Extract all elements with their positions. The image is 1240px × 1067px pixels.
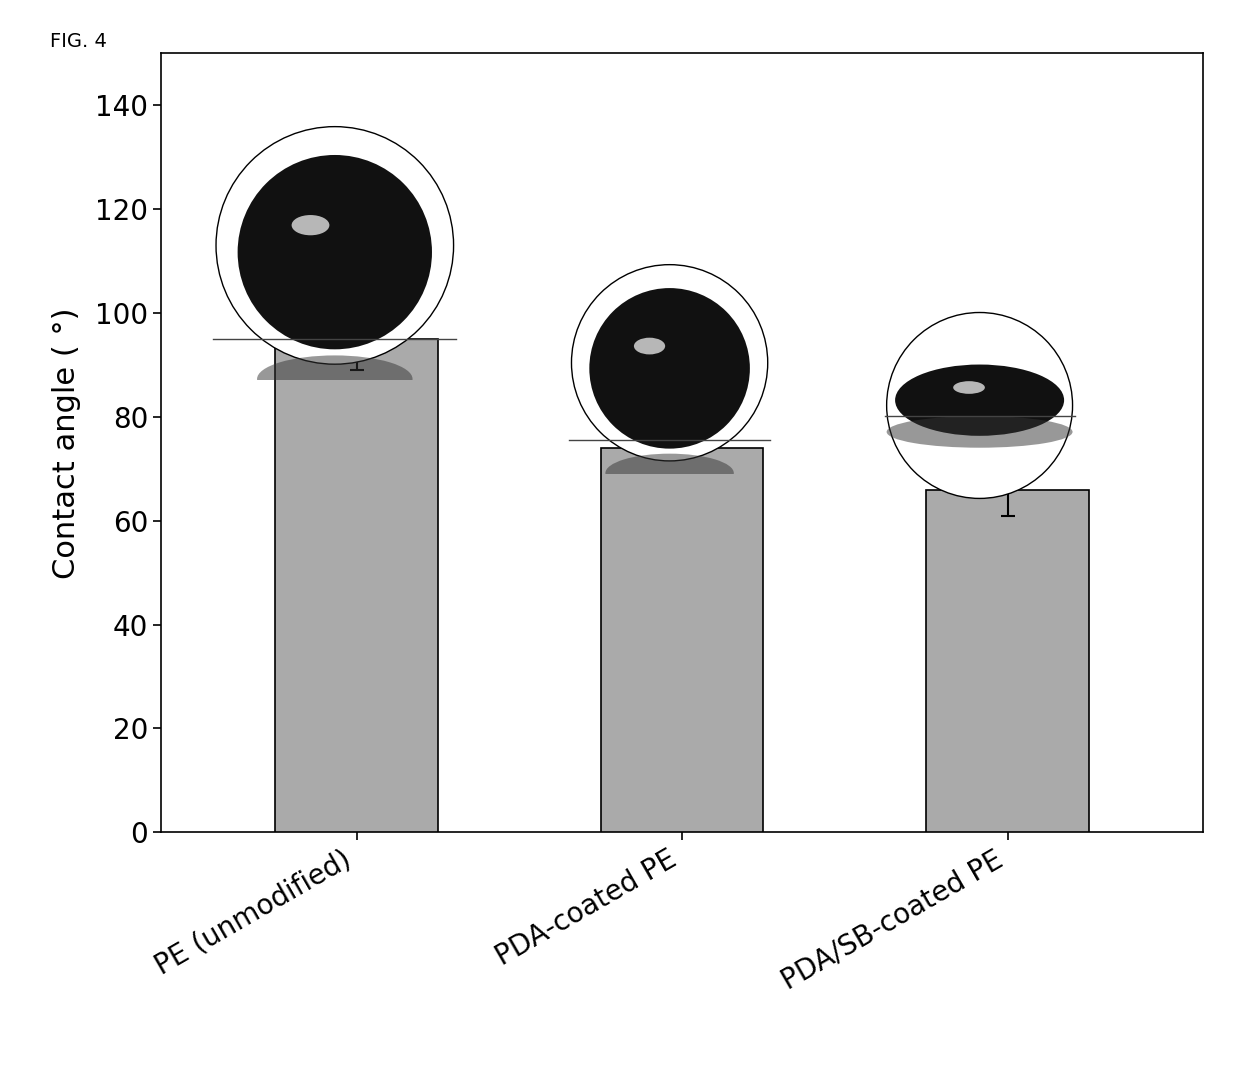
Ellipse shape — [291, 216, 330, 236]
Bar — [275, 339, 438, 832]
Ellipse shape — [634, 337, 665, 354]
Bar — [926, 490, 1089, 832]
Y-axis label: Contact angle ( °): Contact angle ( °) — [52, 307, 81, 578]
Ellipse shape — [895, 365, 1064, 435]
Bar — [600, 448, 764, 832]
Ellipse shape — [887, 416, 1073, 448]
Circle shape — [589, 288, 750, 448]
Ellipse shape — [257, 355, 413, 402]
Ellipse shape — [954, 381, 985, 394]
Circle shape — [238, 155, 432, 349]
Circle shape — [216, 127, 454, 364]
Ellipse shape — [605, 453, 734, 493]
Text: FIG. 4: FIG. 4 — [50, 32, 107, 51]
Circle shape — [887, 313, 1073, 498]
Circle shape — [572, 265, 768, 461]
